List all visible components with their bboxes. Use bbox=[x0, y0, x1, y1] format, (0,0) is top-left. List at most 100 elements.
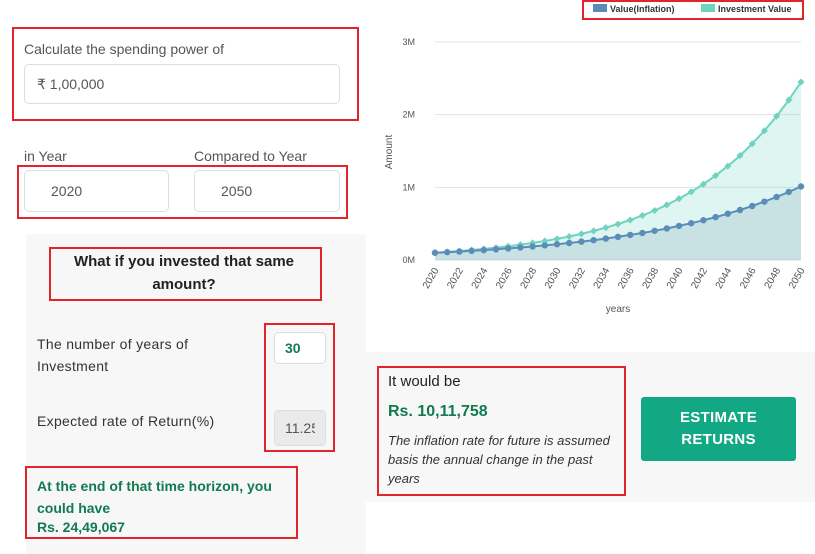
y-tick-label: 3M bbox=[402, 37, 415, 47]
point-inflation[interactable] bbox=[529, 243, 536, 250]
x-tick-label: 2048 bbox=[763, 266, 784, 291]
point-inflation[interactable] bbox=[749, 202, 756, 210]
x-tick-label: 2022 bbox=[445, 266, 466, 291]
x-tick-label: 2038 bbox=[641, 266, 662, 291]
result-title: It would be bbox=[388, 373, 461, 390]
point-inflation[interactable] bbox=[602, 235, 609, 242]
x-axis-label: years bbox=[606, 304, 630, 315]
compared-year-label: Compared to Year bbox=[194, 148, 307, 164]
point-investment[interactable] bbox=[797, 78, 805, 86]
x-tick-label: 2036 bbox=[616, 266, 637, 291]
highlight-invest-inputs bbox=[264, 323, 335, 452]
point-investment[interactable] bbox=[553, 235, 561, 243]
rate-return-input[interactable] bbox=[274, 410, 326, 446]
end-horizon-value: Rs. 24,49,067 bbox=[37, 519, 125, 535]
x-tick-label: 2032 bbox=[567, 266, 588, 291]
x-tick-label: 2028 bbox=[519, 266, 540, 291]
compared-year-input[interactable] bbox=[194, 170, 340, 212]
in-year-input[interactable] bbox=[24, 170, 169, 212]
x-tick-label: 2020 bbox=[421, 266, 442, 291]
end-horizon-text: At the end of that time horizon, you cou… bbox=[37, 478, 272, 516]
point-inflation[interactable] bbox=[688, 220, 695, 227]
point-inflation[interactable] bbox=[590, 236, 597, 244]
highlight-result bbox=[377, 366, 626, 496]
x-tick-label: 2044 bbox=[714, 266, 735, 291]
y-tick-label: 1M bbox=[402, 182, 415, 192]
spend-label: Calculate the spending power of bbox=[24, 41, 225, 57]
y-tick-label: 2M bbox=[402, 110, 415, 120]
point-inflation[interactable] bbox=[553, 241, 561, 248]
point-inflation[interactable] bbox=[614, 233, 622, 241]
investment-years-input[interactable] bbox=[274, 332, 326, 364]
point-inflation[interactable] bbox=[639, 229, 646, 237]
legend-swatch-investment bbox=[701, 4, 715, 12]
highlight-legend bbox=[582, 0, 804, 20]
y-axis-label: Amount bbox=[384, 135, 395, 170]
legend-item-investment: Investment Value bbox=[718, 4, 792, 14]
point-inflation[interactable] bbox=[736, 206, 744, 214]
point-inflation[interactable] bbox=[492, 246, 500, 253]
point-investment[interactable] bbox=[675, 195, 683, 203]
chart-legend: Value(Inflation) Investment Value bbox=[593, 4, 792, 14]
point-investment[interactable] bbox=[736, 152, 744, 160]
point-inflation[interactable] bbox=[480, 246, 487, 254]
chart-x-ticks: 2020 2022 2024 2026 2028 2030 2032 2034 2036 2038… bbox=[421, 266, 808, 291]
point-inflation[interactable] bbox=[712, 213, 719, 221]
point-inflation[interactable] bbox=[627, 231, 634, 239]
chart-y-ticks: 0M 1M 2M 3M bbox=[402, 37, 415, 265]
x-tick-label: 2034 bbox=[592, 266, 613, 291]
x-tick-label: 2024 bbox=[470, 266, 491, 291]
point-investment[interactable] bbox=[663, 201, 671, 209]
point-inflation[interactable] bbox=[724, 210, 731, 217]
highlight-spend bbox=[12, 27, 359, 121]
point-inflation[interactable] bbox=[517, 244, 524, 251]
legend-swatch-inflation bbox=[593, 4, 607, 12]
invest-panel bbox=[26, 234, 366, 554]
x-tick-label: 2040 bbox=[665, 266, 686, 291]
point-investment[interactable] bbox=[748, 140, 756, 148]
x-tick-label: 2026 bbox=[494, 266, 515, 291]
point-inflation[interactable] bbox=[444, 248, 451, 256]
point-inflation[interactable] bbox=[761, 198, 768, 205]
growth-chart: 0M 1M 2M 3M Amount 2020 2022 2024 2026 2028 2030… bbox=[384, 4, 808, 315]
y-tick-label: 0M bbox=[402, 255, 415, 265]
x-tick-label: 2050 bbox=[787, 266, 808, 291]
area-inflation bbox=[435, 186, 801, 260]
chart-gridlines bbox=[435, 41, 801, 261]
x-tick-label: 2030 bbox=[543, 266, 564, 291]
estimate-returns-button[interactable]: ESTIMATE RETURNS bbox=[641, 397, 796, 461]
point-inflation[interactable] bbox=[578, 238, 585, 245]
legend-item-inflation: Value(Inflation) bbox=[610, 4, 675, 14]
highlight-end bbox=[25, 466, 298, 539]
point-inflation[interactable] bbox=[505, 245, 512, 252]
point-investment[interactable] bbox=[602, 224, 610, 232]
point-investment[interactable] bbox=[614, 220, 622, 228]
point-inflation[interactable] bbox=[651, 227, 658, 234]
rate-return-label: Expected rate of Return(%) bbox=[37, 413, 215, 429]
highlight-years bbox=[17, 165, 348, 219]
result-value: Rs. 10,11,758 bbox=[388, 403, 488, 420]
point-inflation[interactable] bbox=[468, 247, 475, 255]
point-investment[interactable] bbox=[785, 96, 793, 104]
point-investment[interactable] bbox=[687, 188, 695, 196]
point-inflation[interactable] bbox=[431, 249, 439, 256]
point-inflation[interactable] bbox=[541, 242, 548, 249]
point-investment[interactable] bbox=[565, 232, 573, 241]
point-inflation[interactable] bbox=[773, 193, 780, 201]
point-inflation[interactable] bbox=[797, 183, 805, 190]
in-year-label: in Year bbox=[24, 148, 67, 164]
x-tick-label: 2046 bbox=[738, 266, 759, 291]
point-inflation[interactable] bbox=[675, 222, 683, 230]
point-investment[interactable] bbox=[626, 216, 634, 224]
spending-amount-input[interactable] bbox=[24, 64, 340, 104]
point-inflation[interactable] bbox=[456, 248, 463, 255]
result-note: The inflation rate for future is assumed… bbox=[388, 433, 610, 486]
invest-heading: What if you invested that same amount? bbox=[73, 253, 295, 293]
area-investment bbox=[435, 82, 801, 260]
point-inflation[interactable] bbox=[566, 239, 573, 247]
point-investment[interactable] bbox=[724, 162, 732, 170]
point-inflation[interactable] bbox=[700, 217, 707, 224]
years-investment-label: The number of years of Investment bbox=[37, 336, 189, 374]
point-inflation[interactable] bbox=[785, 188, 792, 196]
point-inflation[interactable] bbox=[663, 225, 670, 232]
